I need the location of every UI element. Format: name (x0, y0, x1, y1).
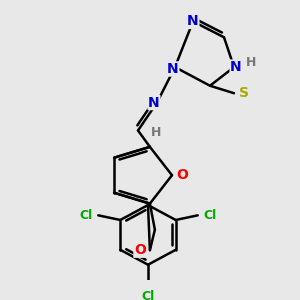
Text: O: O (134, 243, 146, 257)
Text: Cl: Cl (141, 290, 154, 300)
Text: N: N (230, 60, 242, 74)
Text: N: N (187, 14, 199, 28)
Text: N: N (167, 62, 179, 76)
Text: N: N (148, 95, 160, 110)
Text: Cl: Cl (80, 209, 93, 222)
Text: H: H (151, 126, 161, 139)
Text: H: H (246, 56, 256, 69)
Text: O: O (176, 168, 188, 182)
Text: S: S (239, 86, 249, 100)
Text: Cl: Cl (203, 209, 216, 222)
